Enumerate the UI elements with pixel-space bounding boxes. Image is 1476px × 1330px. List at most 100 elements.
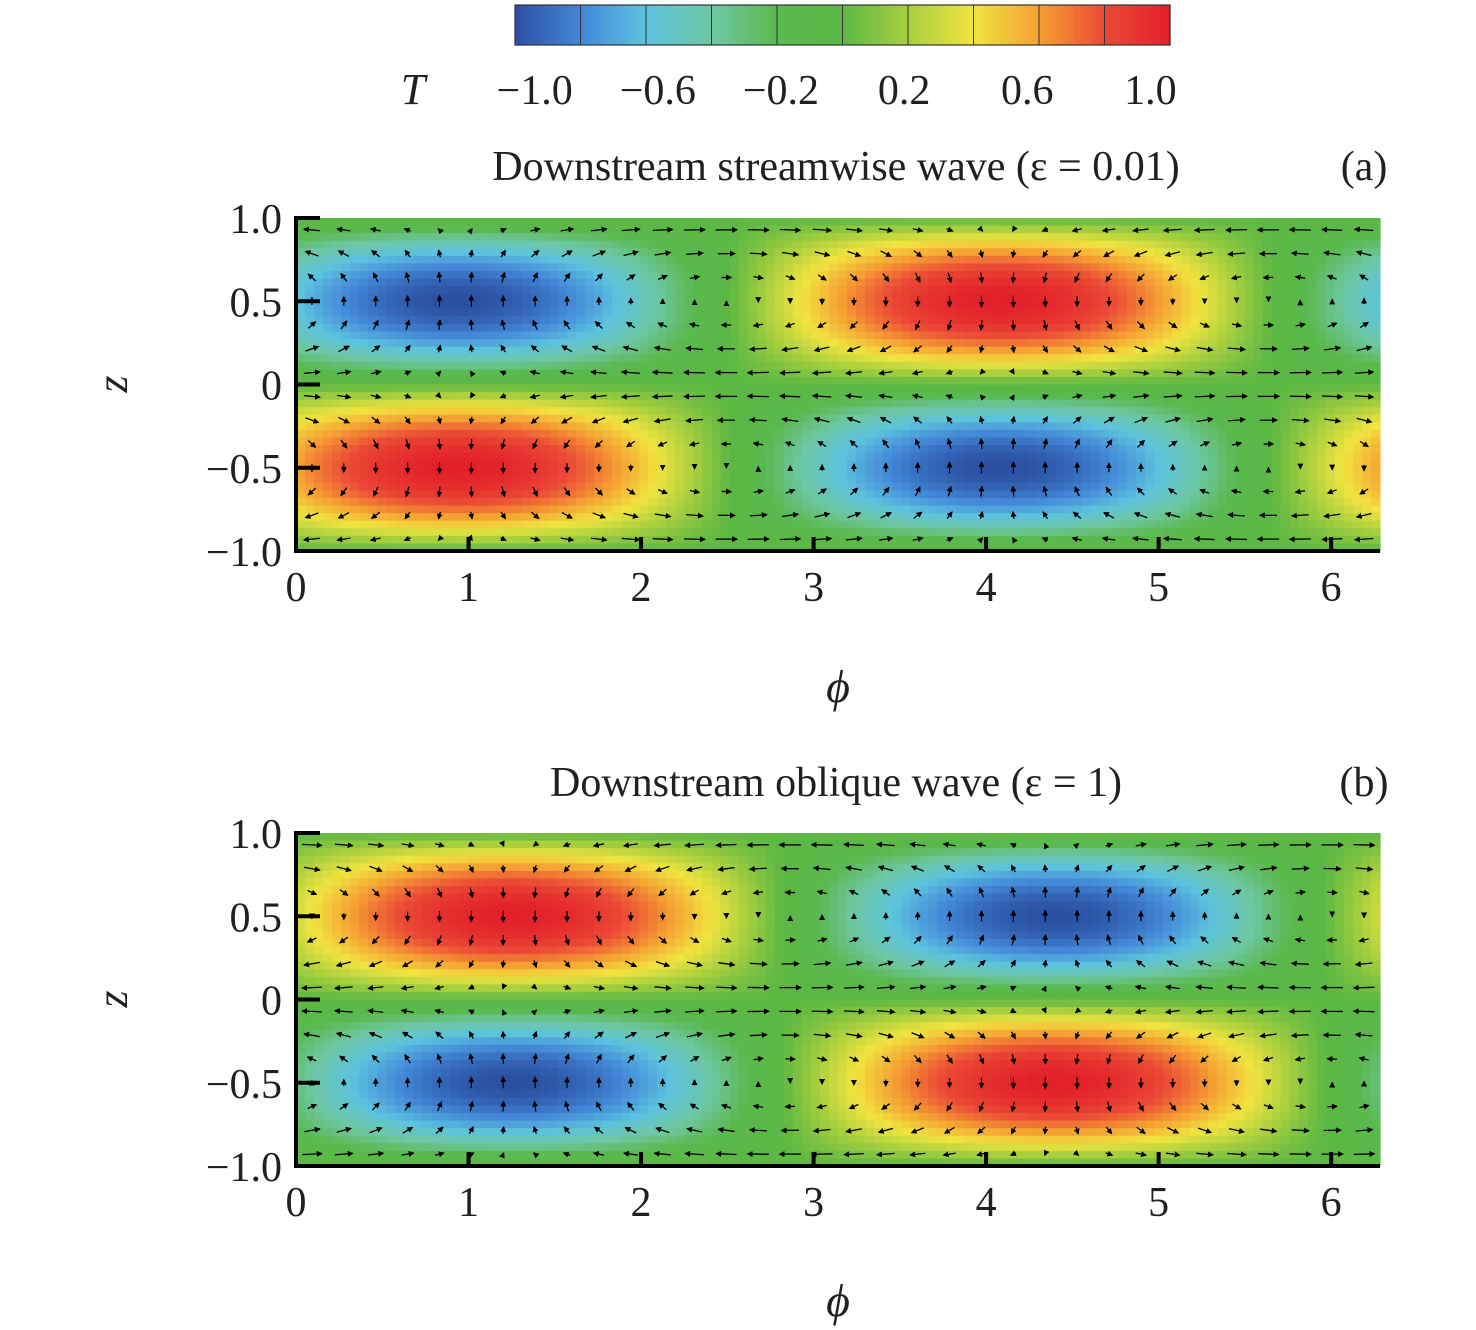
heatmap-cell: [874, 346, 884, 355]
heatmap-cell: [1190, 248, 1200, 257]
heatmap-cell: [332, 399, 342, 408]
heatmap-cell: [612, 293, 622, 302]
heatmap-cell: [494, 286, 505, 295]
heatmap-cell: [756, 452, 767, 461]
panel-a-plot: 0 1 2 3 4 5 61.00.50−0.5−1.0: [206, 197, 1381, 611]
heatmap-cell: [567, 361, 577, 370]
heatmap-cell: [819, 445, 830, 454]
heatmap-cell: [1190, 218, 1200, 227]
heatmap-cell: [332, 233, 342, 242]
heatmap-cell: [1190, 293, 1200, 302]
heatmap-cell: [1244, 392, 1255, 401]
heatmap-cell: [801, 255, 812, 265]
heatmap-cell: [1118, 316, 1128, 325]
heatmap-cell: [1027, 475, 1038, 484]
heatmap-cell: [865, 520, 875, 529]
heatmap-cell: [512, 286, 523, 295]
heatmap-cell: [828, 339, 839, 348]
heatmap-cell: [747, 498, 758, 507]
heatmap-cell: [521, 323, 532, 333]
heatmap-cell: [783, 399, 794, 408]
heatmap-cell: [1072, 339, 1083, 348]
heatmap-cell: [350, 218, 360, 227]
heatmap-cell: [964, 535, 975, 545]
heatmap-cell: [521, 361, 532, 370]
heatmap-cell: [296, 505, 306, 514]
heatmap-cell: [883, 475, 893, 484]
heatmap-cell: [359, 528, 369, 537]
heatmap-cell: [928, 543, 938, 552]
heatmap-cell: [1244, 543, 1255, 552]
heatmap-cell: [1271, 323, 1282, 333]
heatmap-cell: [359, 263, 369, 272]
heatmap-cell: [296, 543, 306, 552]
heatmap-cell: [431, 293, 442, 302]
heatmap-cell: [819, 301, 830, 310]
heatmap-cell: [702, 361, 713, 370]
heatmap-cell: [684, 263, 695, 272]
heatmap-cell: [323, 354, 333, 363]
heatmap-cell: [720, 339, 731, 348]
heatmap-cell: [910, 354, 920, 363]
heatmap-cell: [684, 293, 695, 302]
heatmap-cell: [1154, 513, 1164, 522]
heatmap-cell: [865, 429, 875, 439]
heatmap-cell: [738, 361, 749, 370]
heatmap-cell: [603, 278, 613, 287]
heatmap-cell: [819, 460, 830, 469]
heatmap-cell: [377, 460, 387, 469]
heatmap-cell: [359, 460, 369, 469]
heatmap-cell: [1190, 331, 1200, 340]
heatmap-cell: [856, 354, 866, 363]
heatmap-cell: [937, 218, 947, 227]
heatmap-cell: [865, 255, 875, 265]
heatmap-cell: [964, 505, 975, 514]
heatmap-cell: [594, 414, 604, 423]
heatmap-cell: [756, 278, 767, 287]
heatmap-cell: [955, 452, 966, 461]
colorbar-strip: [735, 5, 741, 45]
heatmap-cell: [368, 240, 378, 249]
heatmap-cell: [910, 422, 920, 431]
heatmap-cell: [1000, 460, 1011, 469]
heatmap-cell: [928, 323, 938, 333]
heatmap-cell: [1271, 255, 1282, 265]
heatmap-cell: [1208, 293, 1218, 302]
heatmap-cell: [557, 376, 568, 386]
heatmap-cell: [395, 286, 405, 295]
heatmap-cell: [1018, 354, 1029, 363]
heatmap-cell: [503, 248, 514, 257]
heatmap-cell: [521, 255, 532, 265]
heatmap-cell: [747, 316, 758, 325]
heatmap-cell: [910, 445, 920, 454]
heatmap-cell: [458, 528, 469, 537]
heatmap-cell: [1244, 270, 1255, 280]
heatmap-cell: [1217, 323, 1228, 333]
heatmap-cell: [883, 263, 893, 272]
heatmap-cell: [973, 528, 984, 537]
heatmap-cell: [1217, 467, 1228, 476]
heatmap-cell: [350, 429, 360, 439]
heatmap-cell: [1226, 286, 1237, 295]
heatmap-cell: [1118, 414, 1128, 423]
heatmap-cell: [856, 346, 866, 355]
heatmap-cell: [548, 293, 559, 302]
heatmap-cell: [702, 429, 713, 439]
heatmap-cell: [1244, 520, 1255, 529]
heatmap-cell: [982, 429, 993, 439]
heatmap-cell: [458, 475, 469, 484]
heatmap-cell: [350, 263, 360, 272]
heatmap-cell: [955, 467, 966, 476]
heatmap-cell: [621, 233, 631, 242]
heatmap-cell: [1118, 270, 1128, 280]
heatmap-cell: [521, 248, 532, 257]
heatmap-cell: [1136, 331, 1146, 340]
heatmap-cell: [765, 369, 776, 378]
heatmap-cell: [982, 323, 993, 333]
heatmap-cell: [449, 445, 460, 454]
heatmap-cell: [1145, 392, 1155, 401]
heatmap-cell: [1054, 414, 1065, 423]
heatmap-cell: [296, 407, 306, 416]
heatmap-cell: [901, 301, 911, 310]
heatmap-cell: [711, 339, 722, 348]
